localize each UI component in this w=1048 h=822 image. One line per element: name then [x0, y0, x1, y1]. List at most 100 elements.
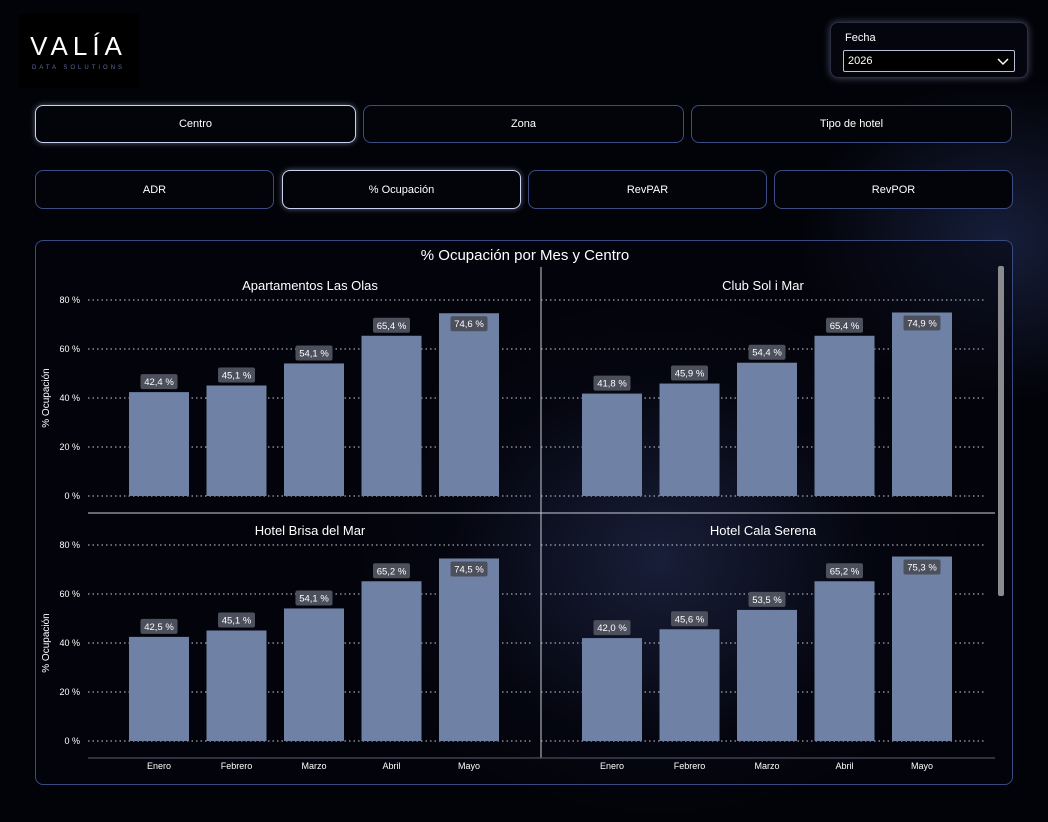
bar	[582, 638, 642, 741]
bar	[284, 363, 344, 496]
bar	[439, 313, 499, 496]
x-tick-label: Abril	[382, 761, 400, 771]
y-axis-label: % Ocupación	[41, 368, 52, 427]
data-label-bg	[748, 344, 786, 360]
y-tick-label: 20 %	[59, 687, 80, 697]
x-tick-label: Marzo	[754, 761, 779, 771]
logo-text: VALÍA	[30, 31, 127, 61]
bar	[892, 312, 952, 496]
centro-button-label: Centro	[178, 118, 213, 130]
revpor-button-label: RevPOR	[871, 183, 916, 196]
data-label-bg	[295, 345, 333, 361]
data-label-bg	[593, 375, 631, 391]
data-label: 45,1 %	[222, 371, 252, 382]
x-tick-label: Enero	[600, 761, 624, 771]
bar	[892, 556, 952, 741]
data-label-bg	[903, 315, 941, 331]
bar	[129, 392, 189, 496]
data-label-bg	[671, 611, 708, 627]
bar	[659, 629, 720, 741]
data-label: 65,2 %	[830, 566, 860, 577]
revpar-button[interactable]: RevPAR	[528, 170, 767, 209]
data-label-bg	[295, 590, 333, 606]
date-filter-label: Fecha	[845, 32, 876, 44]
bar	[814, 581, 875, 741]
date-dropdown-value: 2026	[848, 55, 873, 67]
data-label: 45,6 %	[675, 614, 705, 625]
panel-title: Club Sol i Mar	[722, 278, 804, 293]
y-tick-label: 80 %	[59, 295, 80, 305]
data-label: 54,1 %	[299, 348, 329, 359]
ocupacion-button-label: % Ocupación	[368, 183, 435, 196]
bar	[737, 362, 797, 496]
x-tick-label: Mayo	[911, 761, 933, 771]
date-filter: Fecha 2026	[830, 22, 1028, 78]
bar	[737, 609, 797, 741]
data-label-bg	[826, 317, 863, 333]
chart-title: % Ocupación por Mes y Centro	[421, 247, 629, 264]
centro-button[interactable]: Centro	[35, 105, 356, 143]
data-label: 45,9 %	[675, 369, 705, 380]
scrollbar[interactable]	[998, 266, 1004, 596]
y-tick-label: 40 %	[59, 393, 80, 403]
logo: VALÍA DATA SOLUTIONS	[18, 14, 139, 88]
data-label-bg	[903, 559, 941, 575]
data-label-bg	[450, 561, 488, 577]
bar	[814, 335, 875, 496]
revpor-button[interactable]: RevPOR	[774, 170, 1013, 209]
y-tick-label: 20 %	[59, 442, 80, 452]
adr-button-label: ADR	[142, 183, 167, 196]
data-label: 74,6 %	[454, 319, 484, 330]
data-label: 75,3 %	[907, 563, 937, 574]
chevron-down-icon	[996, 51, 1010, 78]
bar	[659, 383, 720, 496]
panel-title: Hotel Cala Serena	[710, 523, 817, 538]
data-label-bg	[218, 367, 255, 383]
bar	[129, 636, 189, 741]
data-label: 42,5 %	[144, 622, 174, 633]
data-label: 42,0 %	[597, 623, 627, 634]
adr-button[interactable]: ADR	[35, 170, 274, 209]
data-label: 41,8 %	[597, 379, 627, 390]
data-label-bg	[373, 563, 410, 579]
y-tick-label: 60 %	[59, 344, 80, 354]
x-tick-label: Enero	[147, 761, 171, 771]
data-label: 65,2 %	[377, 566, 407, 577]
panel-title: Apartamentos Las Olas	[242, 278, 378, 293]
x-tick-label: Febrero	[221, 761, 253, 771]
data-label: 74,5 %	[454, 564, 484, 575]
bar	[361, 335, 422, 496]
data-label-bg	[373, 317, 410, 333]
y-tick-label: 60 %	[59, 589, 80, 599]
tipo-hotel-button[interactable]: Tipo de hotel	[691, 105, 1012, 143]
data-label-bg	[671, 365, 708, 381]
y-tick-label: 80 %	[59, 540, 80, 550]
bar	[582, 393, 642, 496]
data-label-bg	[748, 591, 786, 607]
x-tick-label: Marzo	[301, 761, 326, 771]
data-label-bg	[593, 620, 631, 636]
data-label: 45,1 %	[222, 616, 252, 627]
data-label: 42,4 %	[144, 377, 174, 388]
bar	[284, 608, 344, 741]
data-label: 65,4 %	[377, 321, 407, 332]
ocupacion-button[interactable]: % Ocupación	[282, 170, 521, 209]
date-dropdown[interactable]: 2026	[843, 50, 1015, 72]
data-label: 65,4 %	[830, 321, 860, 332]
data-label-bg	[218, 612, 255, 628]
x-tick-label: Abril	[835, 761, 853, 771]
y-tick-label: 0 %	[64, 491, 80, 501]
data-label: 54,1 %	[299, 593, 329, 604]
revpar-button-label: RevPAR	[626, 183, 669, 196]
data-label-bg	[450, 316, 488, 332]
tipo-hotel-button-label: Tipo de hotel	[819, 118, 884, 130]
data-label-bg	[826, 563, 863, 579]
logo-subtitle: DATA SOLUTIONS	[31, 65, 126, 71]
data-label-bg	[140, 618, 178, 634]
bar	[206, 630, 267, 741]
data-label: 74,9 %	[907, 318, 937, 329]
bar	[206, 385, 267, 496]
zona-button[interactable]: Zona	[363, 105, 684, 143]
bar	[439, 558, 499, 741]
